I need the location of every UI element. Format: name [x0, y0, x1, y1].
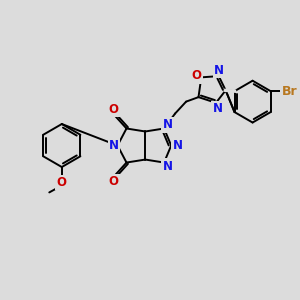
Text: N: N [212, 102, 222, 115]
Text: O: O [108, 175, 118, 188]
Text: O: O [108, 103, 118, 116]
Text: O: O [191, 69, 201, 82]
Text: N: N [163, 118, 172, 131]
Text: N: N [173, 139, 183, 152]
Text: N: N [163, 160, 172, 172]
Text: N: N [109, 139, 119, 152]
Text: N: N [214, 64, 224, 77]
Text: O: O [56, 176, 67, 189]
Text: Br: Br [282, 85, 297, 98]
